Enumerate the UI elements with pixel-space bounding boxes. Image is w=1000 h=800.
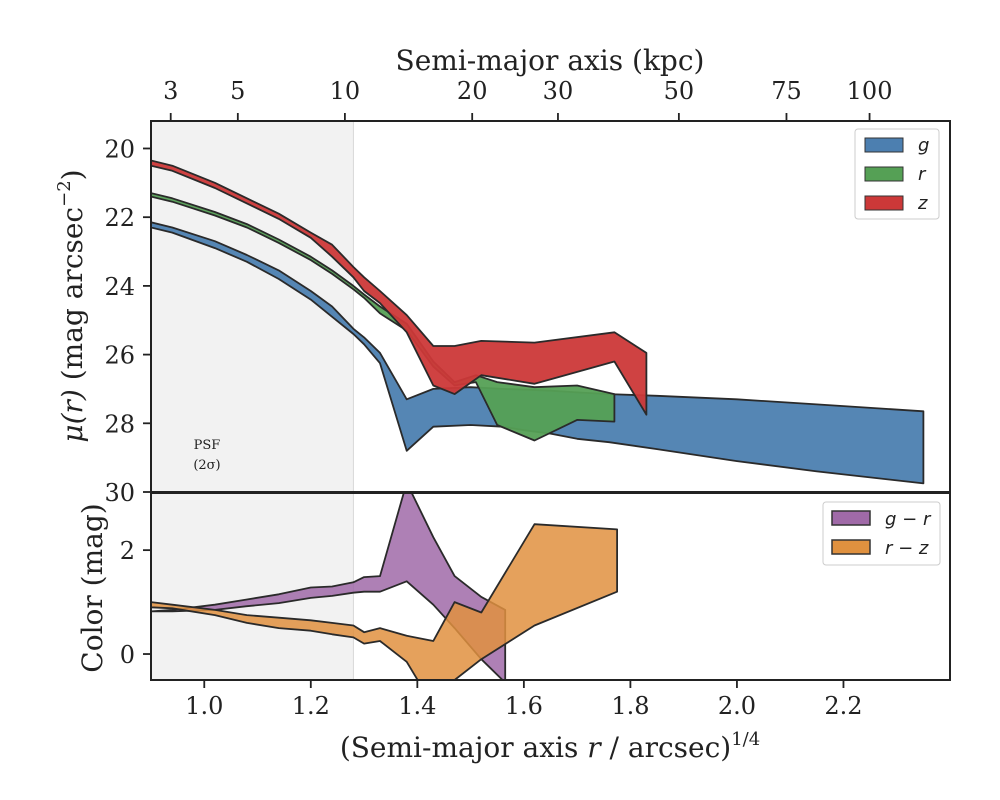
x-tick-label-top: 5 bbox=[230, 77, 245, 105]
x-tick-label-top: 3 bbox=[163, 77, 178, 105]
legend-top: g r z bbox=[854, 128, 940, 220]
legend-label-z: z bbox=[917, 193, 928, 214]
x-tick-label-bottom: 1.2 bbox=[292, 692, 330, 720]
y-tick-label-top: 20 bbox=[104, 135, 135, 163]
band-r-z bbox=[151, 523, 618, 680]
x-tick-label-top: 10 bbox=[330, 77, 361, 105]
legend-label-g-minus-r: g − r bbox=[885, 509, 932, 530]
x-tick-label-top: 100 bbox=[847, 77, 893, 105]
band-g bbox=[151, 221, 925, 485]
y-tick-label-top: 24 bbox=[104, 273, 135, 301]
bottom-x-axis-title-unit: / arcsec) bbox=[601, 731, 732, 764]
x-tick-label-top: 30 bbox=[543, 77, 574, 105]
bottom-x-axis-title-exponent: 1/4 bbox=[731, 729, 760, 750]
legend-label-r: r bbox=[918, 164, 927, 185]
bottom-x-axis-title-text: (Semi-major axis bbox=[340, 731, 587, 764]
bottom-y-axis-title: Color (mag) bbox=[76, 503, 109, 672]
x-tick-label-bottom: 1.8 bbox=[611, 692, 649, 720]
tick-labels: 20 22 24 26 28 30 0 2 1.0 1.2 1.4 1.6 1.8 2.0 2.2 3 5 10 2… bbox=[104, 77, 892, 720]
band-z bbox=[151, 159, 648, 416]
legend-bottom: g − r r − z bbox=[822, 501, 941, 566]
legend-swatch-z bbox=[864, 195, 904, 211]
band-g-r bbox=[151, 493, 507, 680]
y-tick-label-bottom: 0 bbox=[120, 641, 135, 669]
top-y-axis-title: μ(r) (mag arcsec−2) bbox=[54, 169, 89, 442]
x-tick-label-bottom: 1.0 bbox=[185, 692, 223, 720]
x-tick-label-top: 20 bbox=[457, 77, 488, 105]
band-r bbox=[151, 192, 616, 442]
x-tick-label-bottom: 2.0 bbox=[718, 692, 756, 720]
legend-label-r-minus-z: r − z bbox=[885, 538, 929, 559]
y-tick-label-top: 30 bbox=[104, 479, 135, 507]
legend-swatch-g-minus-r bbox=[831, 510, 871, 526]
y-tick-label-bottom: 2 bbox=[120, 537, 135, 565]
legend-swatch-r-minus-z bbox=[831, 539, 871, 555]
legend-swatch-r bbox=[864, 166, 904, 182]
x-tick-label-bottom: 1.4 bbox=[398, 692, 436, 720]
legend-swatch-g bbox=[864, 137, 904, 153]
x-tick-label-top: 50 bbox=[664, 77, 695, 105]
bottom-x-axis-title-var: r bbox=[587, 731, 602, 764]
bottom-x-axis-title: (Semi-major axis r / arcsec)1/4 bbox=[340, 729, 760, 764]
tick-marks bbox=[143, 113, 871, 688]
y-tick-label-top: 26 bbox=[104, 342, 135, 370]
legend-label-g: g bbox=[918, 135, 929, 156]
color-bands bbox=[151, 493, 618, 680]
surface-brightness-bands bbox=[151, 159, 925, 485]
psf-label-line2: (2σ) bbox=[193, 458, 220, 473]
y-tick-label-top: 28 bbox=[104, 410, 135, 438]
x-tick-label-top: 75 bbox=[771, 77, 802, 105]
top-x-axis-title: Semi-major axis (kpc) bbox=[396, 44, 705, 77]
y-tick-label-top: 22 bbox=[104, 204, 135, 232]
x-tick-label-bottom: 2.2 bbox=[824, 692, 862, 720]
x-tick-label-bottom: 1.6 bbox=[505, 692, 543, 720]
bottom-axes-frame bbox=[150, 492, 951, 681]
psf-label-line1: PSF bbox=[194, 438, 221, 453]
